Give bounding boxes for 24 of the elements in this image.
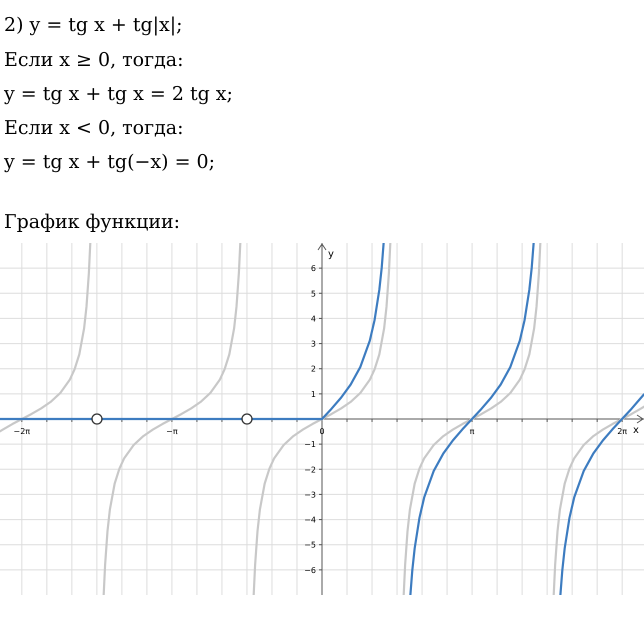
y-tick-label: −1 — [304, 440, 316, 450]
text: Если x ≥ 0, тогда: — [4, 49, 184, 71]
y-tick-label: 4 — [310, 314, 316, 324]
text: y = tg x + tg(−x) = 0; — [3, 151, 216, 173]
y-tick-label: −6 — [304, 566, 316, 575]
y-tick-label: −3 — [304, 490, 316, 500]
y-tick-label: 3 — [310, 340, 316, 349]
y-tick-label: 1 — [310, 390, 316, 399]
y-tick-label: 2 — [310, 364, 316, 374]
text: Если x < 0, тогда: — [4, 117, 184, 139]
x-tick-label: −π — [166, 427, 178, 436]
text: График функции: — [4, 211, 180, 233]
x-tick-label: −2π — [14, 427, 30, 436]
y-tick-label: −2 — [304, 465, 316, 474]
y-tick-label: −5 — [304, 540, 316, 550]
y-tick-label: 5 — [310, 289, 316, 298]
y-tick-label: 6 — [310, 264, 316, 274]
text: y = tg x + tg x = 2 tg x; — [3, 83, 233, 105]
y-axis-title: y — [328, 249, 334, 260]
y-tick-label: −4 — [304, 516, 316, 525]
chart-title: 2) y = tg x + tg|x|; — [4, 14, 183, 36]
x-axis-title: x — [633, 425, 640, 436]
x-tick-label: 2π — [617, 427, 628, 436]
x-tick-label: π — [470, 427, 475, 436]
